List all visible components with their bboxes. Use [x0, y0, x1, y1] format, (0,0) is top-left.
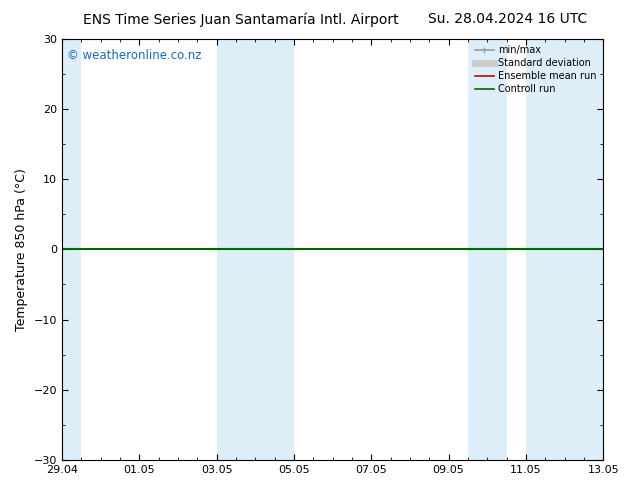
Bar	[256, 39, 294, 460]
Bar	[217, 39, 256, 460]
Legend: min/max, Standard deviation, Ensemble mean run, Controll run: min/max, Standard deviation, Ensemble me…	[470, 42, 600, 98]
Text: Su. 28.04.2024 16 UTC: Su. 28.04.2024 16 UTC	[427, 12, 587, 26]
Y-axis label: Temperature 850 hPa (°C): Temperature 850 hPa (°C)	[15, 168, 28, 331]
Bar	[468, 39, 507, 460]
Bar	[526, 39, 603, 460]
Text: ENS Time Series Juan Santamaría Intl. Airport: ENS Time Series Juan Santamaría Intl. Ai…	[83, 12, 399, 27]
Text: © weatheronline.co.nz: © weatheronline.co.nz	[67, 49, 202, 62]
Bar	[62, 39, 81, 460]
